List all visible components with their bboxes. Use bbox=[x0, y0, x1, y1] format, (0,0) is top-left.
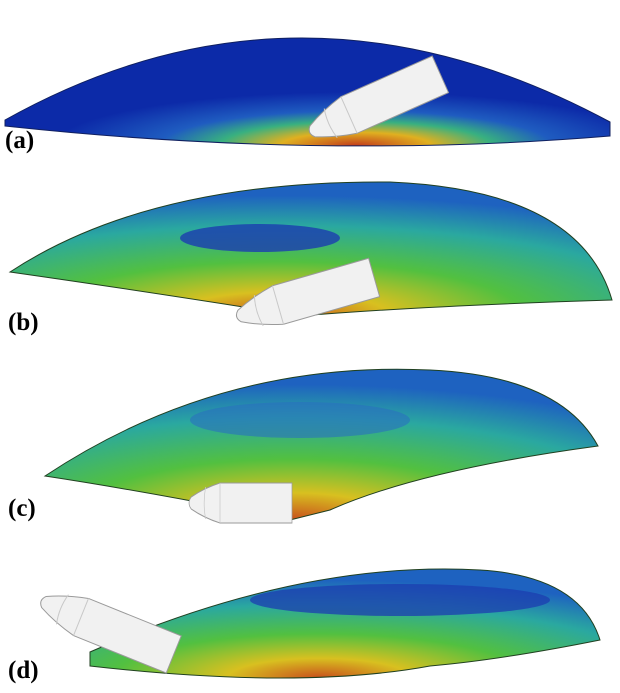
figure: (a) (b) (c) (d) bbox=[0, 0, 620, 693]
stress-zone bbox=[250, 584, 550, 616]
panel-b: (b) bbox=[8, 182, 612, 336]
projectile bbox=[189, 483, 292, 523]
plate bbox=[45, 369, 598, 520]
stress-zone bbox=[180, 224, 340, 252]
panel-label: (a) bbox=[5, 127, 34, 154]
stress-zone bbox=[190, 402, 410, 438]
panel-label: (c) bbox=[8, 495, 36, 522]
panel-label: (d) bbox=[8, 657, 39, 684]
panel-d: (d) bbox=[8, 569, 600, 684]
panel-label: (b) bbox=[8, 309, 39, 336]
panel-c: (c) bbox=[8, 369, 598, 523]
panel-a: (a) bbox=[5, 38, 610, 154]
plate bbox=[5, 38, 610, 146]
